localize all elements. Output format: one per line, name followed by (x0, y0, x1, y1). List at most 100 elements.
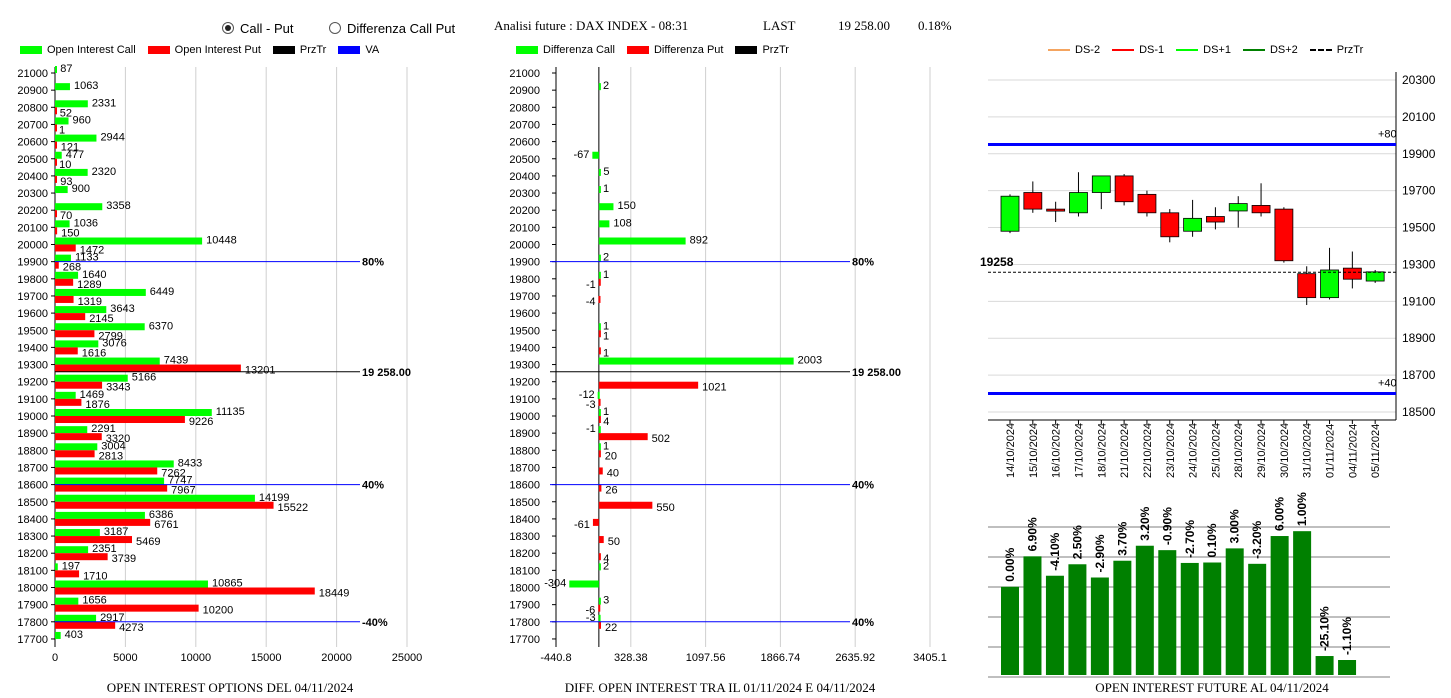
x-tick-label: 30/10/2024 (1279, 423, 1291, 478)
call-bar (598, 409, 601, 416)
put-bar (55, 570, 80, 578)
call-value-label: 10865 (212, 578, 243, 590)
middle-caption: DIFF. OPEN INTEREST TRA IL 01/11/2024 E … (564, 680, 876, 695)
strike-label: 18600 (17, 480, 48, 492)
open-interest-options-chart: 0 5000 10000 15000 20000 25000 21000 20900 20800… (17, 63, 422, 664)
strike-label: 20600 (17, 137, 48, 149)
radio-call-put[interactable]: Call - Put (222, 14, 293, 42)
call-bar (55, 203, 103, 211)
x-tick-label: 17/10/2024 (1073, 423, 1085, 478)
put-bar (55, 604, 199, 612)
oi-bar-label: 3.00% (1228, 509, 1242, 543)
oi-bar-label: -2.90% (1093, 534, 1107, 572)
strike-label: 20000 (17, 240, 48, 252)
last-value: 19 258.00 (838, 18, 890, 33)
strike-label: 19300 (509, 360, 540, 372)
put-value-label: 2799 (98, 330, 122, 342)
put-value-label: -1 (586, 279, 596, 291)
put-bar (55, 501, 274, 509)
put-value-label: 7967 (171, 485, 195, 497)
call-value-label: 197 (62, 560, 80, 572)
call-bar (598, 614, 601, 622)
legend-ds+1: DS+1 (1176, 44, 1231, 56)
put-bar (55, 261, 59, 269)
call-value-label: 2 (603, 80, 609, 92)
right-caption: OPEN INTEREST FUTURE AL 04/11/2024 (1095, 680, 1329, 695)
radio-unselected-icon[interactable] (329, 22, 341, 34)
call-value-label: 5166 (132, 372, 156, 384)
oi-bar-label: -0.90% (1160, 507, 1174, 545)
marker-label: 40% (362, 480, 384, 492)
x-tick-label: 25/10/2024 (1210, 423, 1222, 478)
x-tick-label: 16/10/2024 (1051, 423, 1063, 478)
call-bar (598, 563, 601, 571)
put-value-label: 9226 (189, 416, 213, 428)
candle-body (1297, 273, 1317, 299)
x-tick-label: 2635.92 (835, 652, 875, 664)
strike-label: 17800 (17, 617, 48, 629)
candle-body (1160, 212, 1180, 238)
radio-diff[interactable]: Differenza Call Put (329, 14, 455, 42)
strike-label: 20000 (509, 240, 540, 252)
call-value-label: 2351 (92, 543, 116, 555)
strike-label: 19500 (509, 325, 540, 337)
put-value-label: 1876 (85, 399, 109, 411)
x-tick-label: 24/10/2024 (1188, 423, 1200, 478)
strike-label: 20400 (509, 171, 540, 183)
call-bar (598, 186, 601, 194)
strike-label: 19700 (17, 291, 48, 303)
x-tick-label: 04/11/2024 (1347, 424, 1359, 478)
diff-open-interest-chart: -440.8 328.38 1097.56 1866.74 2635.92 3405.1 2… (509, 67, 947, 664)
oi-bar (1293, 531, 1312, 675)
call-value-label: 3643 (110, 303, 134, 315)
put-value-label: 50 (608, 536, 620, 548)
call-bar (598, 220, 610, 228)
put-bar (598, 398, 601, 406)
put-bar (55, 313, 86, 321)
call-value-label: 1 (603, 320, 609, 332)
strike-label: 19400 (509, 342, 540, 354)
call-bar (55, 511, 145, 519)
radio-call-put-label: Call - Put (240, 20, 294, 36)
radio-selected-icon[interactable] (222, 22, 234, 34)
strike-label: 21000 (509, 68, 540, 80)
legend-ds-2: DS-2 (1048, 44, 1100, 56)
call-value-label: 3187 (104, 526, 128, 538)
call-bar (598, 168, 601, 176)
legend-oi-call: Open Interest Call (20, 44, 136, 56)
put-value-label: 502 (652, 433, 670, 445)
strike-label: 19800 (509, 274, 540, 286)
put-value-label: 15522 (278, 502, 309, 514)
strike-label: 19600 (509, 308, 540, 320)
strike-label: 18800 (17, 445, 48, 457)
put-value-label: -3 (586, 399, 596, 411)
strike-label: 19900 (509, 257, 540, 269)
put-value-label: 1 (603, 347, 609, 359)
put-bar (598, 450, 601, 458)
strike-label: 19100 (17, 394, 48, 406)
oi-bar-label: 6.00% (1273, 497, 1287, 531)
right-legend: DS-2 DS-1 DS+1 DS+2 PrzTr (1048, 44, 1363, 56)
call-bar (598, 83, 601, 91)
call-bar (55, 597, 79, 605)
put-value-label: 2145 (89, 313, 113, 325)
call-bar (598, 597, 601, 605)
put-value-label: 1 (59, 124, 65, 136)
call-bar (55, 563, 58, 571)
y-tick-label: 20100 (1402, 110, 1436, 124)
call-value-label: 7439 (164, 355, 188, 367)
call-bar (55, 186, 68, 194)
strike-label: 18900 (509, 428, 540, 440)
put-value-label: 1289 (77, 279, 101, 291)
x-tick-label: 14/10/2024 (1005, 423, 1017, 478)
put-value-label: 4 (603, 553, 609, 565)
oi-bar-label: 3.70% (1115, 521, 1129, 555)
oi-bar-label: 0.00% (1003, 547, 1017, 581)
call-bar (55, 374, 128, 382)
candle-body (1365, 271, 1385, 282)
strike-label: 17900 (17, 600, 48, 612)
future-candlestick-chart: 20300 20100 19900 19700 19500 19300 19100 18900… (980, 72, 1436, 478)
call-value-label: -12 (579, 389, 595, 401)
put-bar (55, 587, 315, 595)
oi-bar (1338, 660, 1357, 675)
